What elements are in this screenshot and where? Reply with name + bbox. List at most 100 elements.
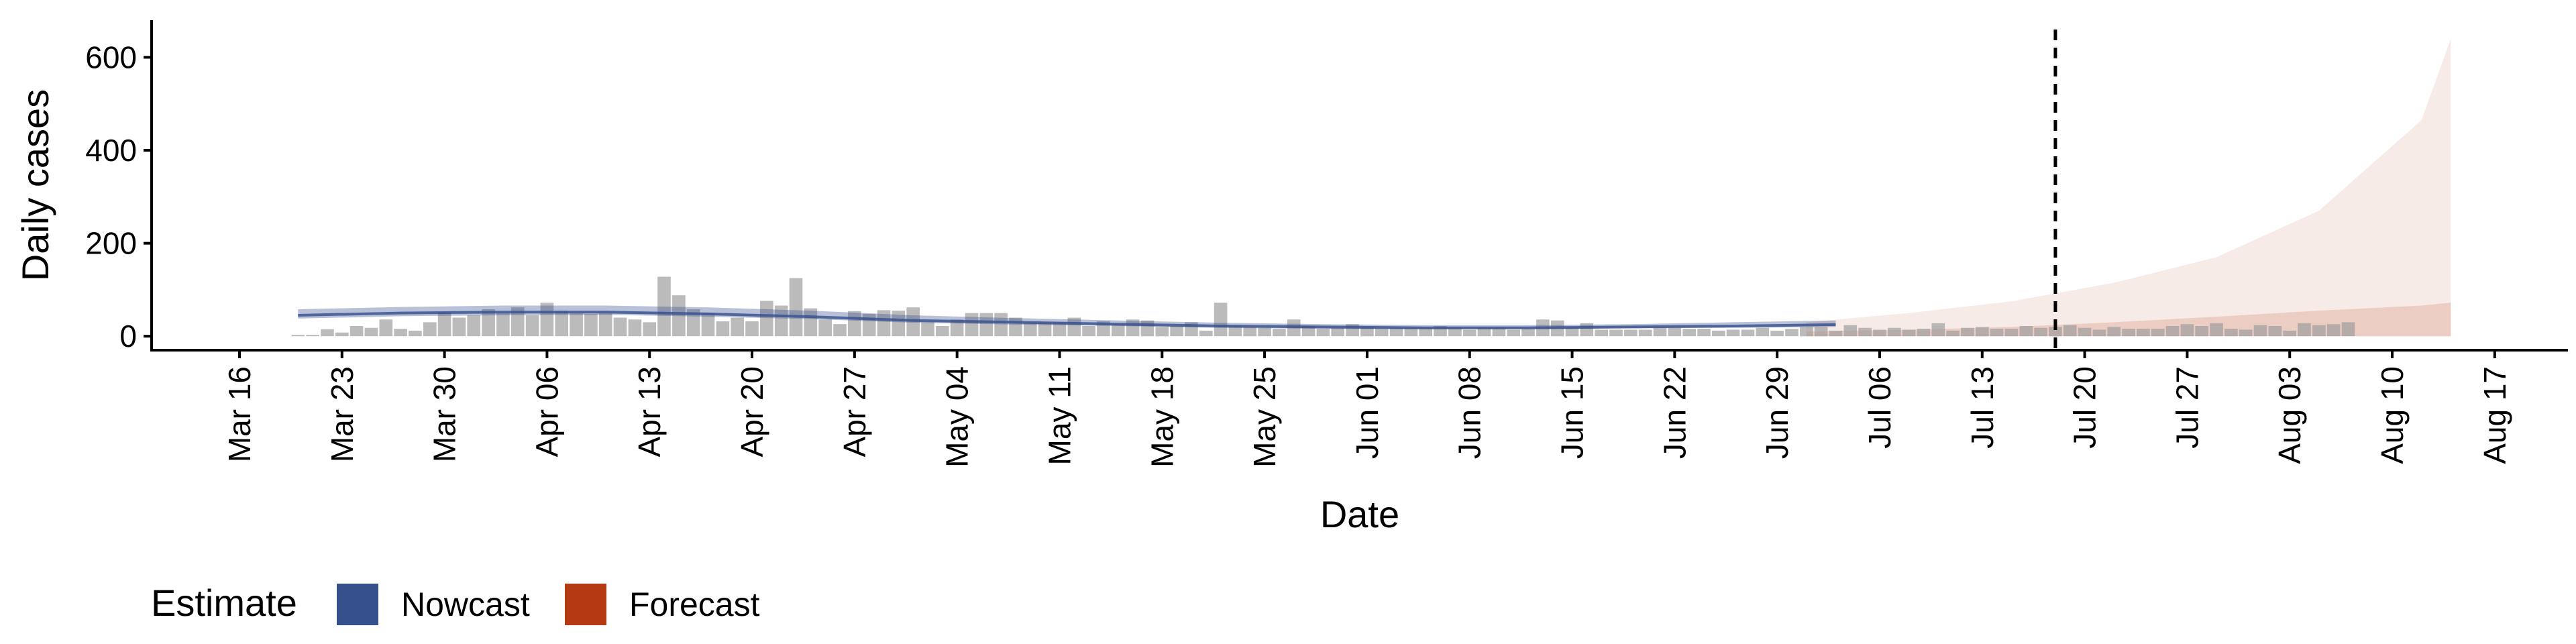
x-tick-label: Jul 27	[2169, 366, 2204, 449]
x-tick-label: May 25	[1247, 366, 1282, 468]
data-bar	[2195, 326, 2208, 337]
data-bar	[511, 307, 525, 337]
x-tick-label: Aug 17	[2477, 366, 2512, 464]
y-tick-label: 400	[85, 133, 137, 168]
data-bar	[2092, 329, 2106, 337]
data-bar	[423, 322, 437, 337]
data-bar	[701, 313, 715, 337]
data-bar	[452, 317, 466, 337]
data-bar	[936, 326, 949, 337]
data-bar	[1888, 327, 1901, 337]
data-bar	[1155, 327, 1169, 337]
data-bar	[1507, 329, 1520, 337]
data-bar	[686, 309, 700, 337]
data-bar	[1756, 327, 1770, 337]
x-tick-label: May 04	[940, 366, 975, 468]
data-bar	[2034, 327, 2047, 337]
x-tick-label: Jun 08	[1452, 366, 1487, 459]
data-bar	[716, 321, 730, 337]
data-bar	[2004, 329, 2019, 337]
data-bar	[1419, 327, 1432, 337]
data-bar	[1653, 327, 1667, 337]
data-bar	[1477, 327, 1491, 337]
data-bar	[1082, 326, 1095, 337]
data-bar	[2210, 323, 2223, 337]
x-tick-label: Jul 06	[1862, 366, 1897, 449]
data-bar	[1273, 329, 1286, 337]
data-bar	[1448, 327, 1462, 337]
x-tick-label: May 11	[1042, 366, 1077, 465]
data-bar	[379, 319, 393, 337]
data-bar	[1112, 324, 1125, 337]
data-bar	[570, 313, 583, 337]
data-bar	[394, 329, 407, 337]
legend-swatch-forecast	[565, 584, 606, 625]
forecast-outer-band	[1806, 38, 2451, 337]
data-bar	[2078, 327, 2092, 337]
data-bar	[2019, 326, 2033, 337]
data-bar	[1565, 327, 1579, 337]
data-bar	[1170, 326, 1183, 337]
data-bar	[1404, 327, 1418, 337]
data-bar	[1624, 329, 1638, 337]
data-bar	[1858, 327, 1872, 337]
data-bar	[364, 327, 378, 337]
nowcast-median-line	[298, 311, 1836, 329]
data-bar	[482, 309, 495, 337]
x-tick-label: Jun 29	[1760, 366, 1794, 459]
data-bar	[306, 335, 319, 337]
x-tick-label: Apr 20	[735, 366, 769, 458]
data-bar	[1638, 329, 1652, 337]
data-bar	[321, 329, 334, 337]
x-tick-label: Mar 23	[325, 366, 360, 462]
data-bar	[760, 301, 773, 337]
data-bar	[291, 335, 305, 337]
data-bar	[994, 313, 1008, 337]
data-bar	[467, 315, 480, 337]
data-bar	[2283, 330, 2296, 337]
x-tick-label: Aug 10	[2375, 366, 2410, 464]
data-bar	[1375, 329, 1389, 337]
data-bar	[613, 317, 627, 337]
legend-swatch-nowcast	[337, 584, 378, 625]
data-bar	[818, 319, 832, 337]
data-bar	[1873, 329, 1886, 337]
data-bar	[1917, 329, 1931, 337]
nowcast-band	[298, 305, 1836, 329]
data-bar	[350, 326, 364, 337]
data-bar	[2049, 327, 2062, 337]
x-axis-title: Date	[1320, 493, 1399, 535]
data-bar	[496, 313, 510, 337]
legend-label-forecast: Forecast	[629, 586, 760, 623]
data-bar	[437, 312, 451, 337]
data-bar	[2253, 325, 2267, 337]
x-tick-label: Jun 01	[1350, 366, 1385, 459]
data-bar	[1976, 327, 1989, 337]
data-bar	[1053, 322, 1067, 337]
data-bar	[2165, 326, 2180, 337]
x-tick-label: Jul 13	[1965, 366, 2000, 449]
data-bar	[921, 322, 934, 337]
data-bar	[965, 313, 979, 337]
y-tick-label: 200	[85, 226, 137, 261]
data-bar	[1785, 329, 1799, 337]
data-bar	[2312, 325, 2326, 337]
data-bar	[1301, 326, 1316, 337]
data-bar	[833, 324, 847, 337]
data-bar	[906, 307, 920, 337]
data-bar	[584, 313, 598, 337]
data-bar	[1814, 327, 1828, 337]
x-tick-label: Aug 03	[2272, 366, 2307, 464]
y-axis-ticks: 0 200 400 600	[85, 40, 152, 354]
x-tick-label: Mar 16	[222, 366, 257, 462]
data-bar	[2341, 322, 2355, 337]
data-bar	[1946, 330, 1960, 337]
data-bar	[1199, 330, 1213, 337]
x-tick-label: Apr 27	[837, 366, 872, 458]
data-bar	[555, 311, 568, 337]
data-bar	[2107, 327, 2121, 337]
legend-label-nowcast: Nowcast	[401, 586, 530, 623]
y-tick-label: 0	[119, 319, 137, 354]
x-tick-label: Mar 30	[427, 366, 462, 462]
